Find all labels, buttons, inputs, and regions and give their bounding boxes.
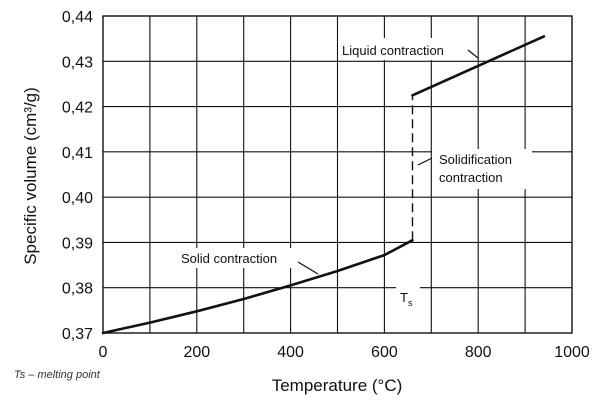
y-tick-label: 0,43	[62, 54, 93, 71]
y-axis-title: Specific volume (cm³/g)	[21, 87, 40, 265]
y-tick-label: 0,40	[62, 190, 93, 207]
ts-label-sub: s	[408, 298, 413, 308]
y-tick-label: 0,41	[62, 145, 93, 162]
y-tick-label: 0,44	[62, 9, 93, 26]
y-tick-label: 0,39	[62, 235, 93, 252]
solidification-leader-line	[418, 158, 432, 165]
x-tick-label: 600	[371, 344, 398, 361]
x-tick-label: 1000	[554, 344, 590, 361]
x-tick-label: 200	[183, 344, 210, 361]
solid-leader-line	[298, 262, 318, 274]
x-tick-label: 400	[277, 344, 304, 361]
x-axis-title: Temperature (°C)	[272, 376, 403, 395]
y-tick-label: 0,38	[62, 281, 93, 298]
x-tick-label: 0	[99, 344, 108, 361]
solidification-label-line2: contraction	[439, 170, 503, 185]
footnote: Ts – melting point	[14, 369, 101, 381]
solid-contraction-label: Solid contraction	[181, 251, 277, 266]
x-tick-label: 800	[465, 344, 492, 361]
y-tick-label: 0,42	[62, 100, 93, 117]
y-tick-label: 0,37	[62, 326, 93, 343]
liquid-contraction-label: Liquid contraction	[342, 43, 444, 58]
ts-label-main: T	[400, 290, 408, 305]
solidification-label-line1: Solidification	[439, 152, 512, 167]
